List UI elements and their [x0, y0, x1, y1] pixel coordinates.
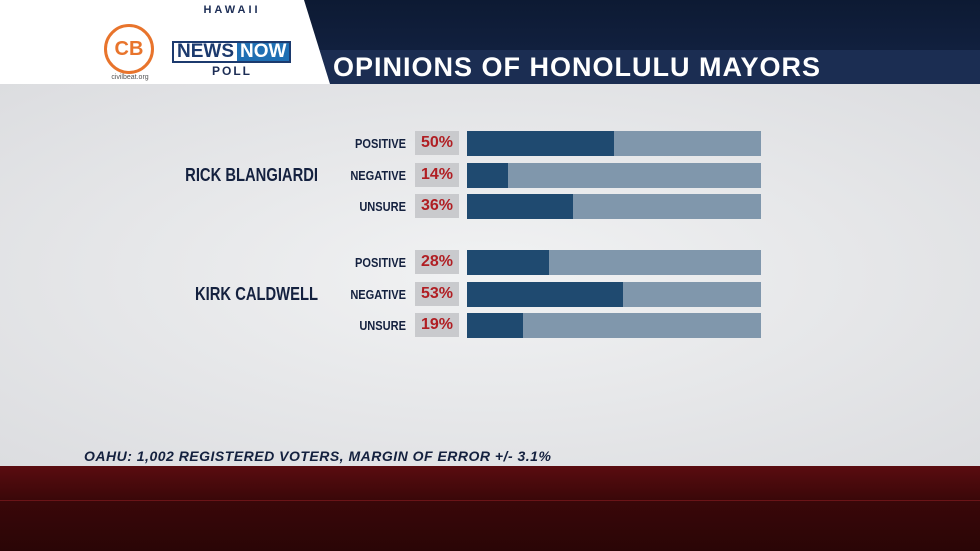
- percent-label: 36%: [415, 194, 459, 218]
- bar-fill: [467, 281, 623, 307]
- footnote: OAHU: 1,002 REGISTERED VOTERS, MARGIN OF…: [84, 448, 552, 464]
- bar-fill: [467, 162, 509, 188]
- row-label: POSITIVE: [355, 136, 406, 151]
- percent-label: 50%: [415, 131, 459, 155]
- bar-track: [467, 250, 761, 275]
- bar-track: [467, 162, 761, 188]
- civil-beat-url: civilbeat.org: [111, 74, 149, 81]
- page-title: OPINIONS OF HONOLULU MAYORS: [333, 52, 822, 82]
- footer-bar: [0, 466, 980, 551]
- hnn-logo-poll: POLL: [212, 64, 252, 78]
- bar-track: [467, 194, 761, 219]
- bar-fill: [467, 250, 550, 275]
- percent-label: 28%: [415, 250, 459, 274]
- bar-fill: [467, 194, 573, 219]
- hnn-logo-top: HAWAII: [203, 4, 261, 16]
- bar-track: [467, 281, 761, 307]
- candidate-name: RICK BLANGIARDI: [185, 164, 318, 185]
- row-label: POSITIVE: [355, 255, 406, 270]
- bar-track: [467, 313, 761, 338]
- percent-label: 19%: [415, 313, 459, 337]
- candidate-name: KIRK CALDWELL: [195, 283, 318, 304]
- row-label: NEGATIVE: [350, 167, 406, 183]
- bar-fill: [467, 131, 614, 156]
- footer-divider: [0, 500, 980, 501]
- hnn-logo: NEWS NOW: [172, 41, 292, 63]
- hnn-logo-news: NEWS: [174, 42, 237, 61]
- row-label: UNSURE: [359, 199, 406, 214]
- row-label: UNSURE: [359, 318, 406, 333]
- percent-label: 53%: [415, 281, 459, 306]
- hnn-logo-now: NOW: [237, 42, 290, 61]
- bar-fill: [467, 313, 523, 338]
- civil-beat-logo: CB: [104, 24, 154, 74]
- row-label: NEGATIVE: [350, 286, 406, 302]
- bar-track: [467, 131, 761, 156]
- percent-label: 14%: [415, 162, 459, 187]
